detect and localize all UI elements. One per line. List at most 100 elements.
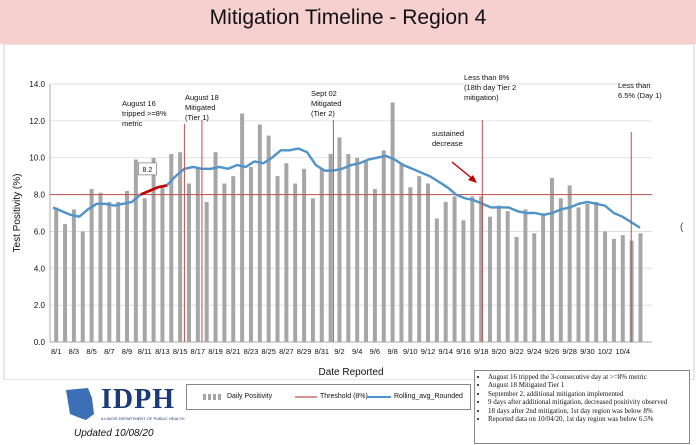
- bar: [408, 187, 413, 342]
- bar: [160, 185, 165, 342]
- bar: [337, 137, 342, 342]
- bar: [328, 154, 333, 342]
- annotation-text: August 16: [122, 99, 156, 108]
- bar: [399, 163, 404, 342]
- bar: [567, 185, 572, 342]
- logo-text: IDPH: [101, 384, 175, 415]
- bar: [133, 159, 138, 342]
- bar: [151, 157, 156, 342]
- y-tick-label: 14.0: [29, 80, 45, 89]
- x-tick-label: 9/22: [509, 347, 524, 356]
- x-tick-label: 10/2: [598, 347, 613, 356]
- bar: [310, 198, 315, 342]
- bar: [558, 198, 563, 342]
- note-item: September 2, additional mitigation imple…: [488, 390, 689, 398]
- bar: [611, 238, 616, 342]
- bar: [257, 124, 262, 343]
- x-tick-label: 9/6: [370, 347, 380, 356]
- x-tick-label: 8/5: [86, 347, 96, 356]
- bar: [319, 168, 324, 342]
- x-tick-label: 9/2: [334, 347, 344, 356]
- y-tick-label: 6.0: [34, 227, 46, 236]
- y-tick-label: 12.0: [29, 117, 45, 126]
- bar: [346, 154, 351, 342]
- bar: [275, 176, 280, 342]
- x-tick-label: 8/31: [314, 347, 329, 356]
- bar: [116, 201, 121, 342]
- annotation-text: decrease: [432, 139, 463, 148]
- bar: [372, 189, 377, 342]
- annotation-text: Mitigated: [185, 103, 215, 112]
- bar: [487, 216, 492, 342]
- bar: [71, 209, 76, 342]
- x-tick-label: 8/19: [208, 347, 223, 356]
- sustained-decrease-arrow-line: [451, 161, 475, 181]
- x-tick-label: 9/14: [438, 347, 453, 356]
- annotation-text: sustained: [432, 129, 464, 138]
- x-tick-label: 8/3: [69, 347, 79, 356]
- annotation-text: August 18: [185, 93, 219, 102]
- note-item: Reported data on 10/04/20, 1st day regio…: [488, 415, 689, 423]
- bar: [417, 176, 422, 342]
- bar: [240, 113, 245, 342]
- x-tick-label: 10/4: [615, 347, 630, 356]
- x-tick-label: 9/4: [352, 347, 362, 356]
- bar: [125, 190, 130, 342]
- bar: [549, 177, 554, 342]
- bar: [195, 168, 200, 342]
- legend-daily-swatch: [203, 394, 221, 400]
- x-tick-label: 8/21: [226, 347, 241, 356]
- bar: [603, 231, 608, 342]
- side-mark: (: [680, 222, 684, 233]
- annotation-text: tripped >=8%: [122, 109, 167, 118]
- legend-threshold-label: Threshold (8%): [320, 393, 368, 400]
- legend-rolling-swatch: [367, 396, 391, 398]
- x-tick-label: 9/24: [527, 347, 542, 356]
- x-tick-label: 9/18: [474, 347, 489, 356]
- y-tick-label: 8.0: [34, 191, 46, 200]
- bar: [381, 150, 386, 342]
- x-tick-label: 9/8: [387, 347, 397, 356]
- updated-date: Updated 10/08/20: [74, 428, 154, 439]
- x-tick-label: 8/9: [122, 347, 132, 356]
- bar: [248, 166, 253, 342]
- notes-box: August 16 tripped the 3-consecutive day …: [474, 370, 690, 444]
- bar: [80, 231, 85, 342]
- bar: [222, 183, 227, 342]
- annotation-text: Less than 8%: [464, 73, 510, 82]
- bar: [178, 152, 183, 342]
- x-tick-label: 8/15: [173, 347, 188, 356]
- note-item: 9 days after additional mitigation, decr…: [488, 398, 689, 406]
- bar: [213, 152, 218, 342]
- bar: [98, 192, 103, 342]
- bar: [63, 224, 68, 342]
- bar: [231, 176, 236, 342]
- bar: [594, 201, 599, 342]
- y-tick-label: 0.0: [34, 338, 46, 347]
- bar: [638, 233, 643, 342]
- bar: [169, 154, 174, 342]
- title-banner: Mitigation Timeline - Region 4: [0, 0, 696, 44]
- bar: [452, 196, 457, 342]
- logo-subtext: ILLINOIS DEPARTMENT OF PUBLIC HEALTH: [101, 416, 185, 421]
- illinois-map-icon: [66, 388, 94, 420]
- bar: [302, 168, 307, 342]
- highlight-segment: [140, 184, 168, 196]
- bar: [390, 102, 395, 342]
- annotation-text: (Tier 1): [185, 113, 209, 122]
- annotation-text: (18th day Tier 2: [464, 83, 516, 92]
- legend-rolling-label: Rolling_avg_Rounded: [394, 393, 463, 400]
- bar: [523, 209, 528, 342]
- legend-threshold-swatch: [295, 396, 317, 398]
- x-tick-label: 8/27: [279, 347, 294, 356]
- x-tick-label: 8/1: [51, 347, 61, 356]
- x-tick-label: 9/12: [421, 347, 436, 356]
- x-tick-label: 9/10: [403, 347, 418, 356]
- annotation-text: metric: [122, 119, 143, 128]
- idph-logo: [66, 388, 94, 420]
- sustained-decrease-arrow-head: [468, 175, 477, 183]
- chart-legend: Daily Positivity Threshold (8%) Rolling_…: [186, 384, 471, 410]
- x-tick-label: 9/16: [456, 347, 471, 356]
- bar: [541, 214, 546, 342]
- bar: [186, 183, 191, 342]
